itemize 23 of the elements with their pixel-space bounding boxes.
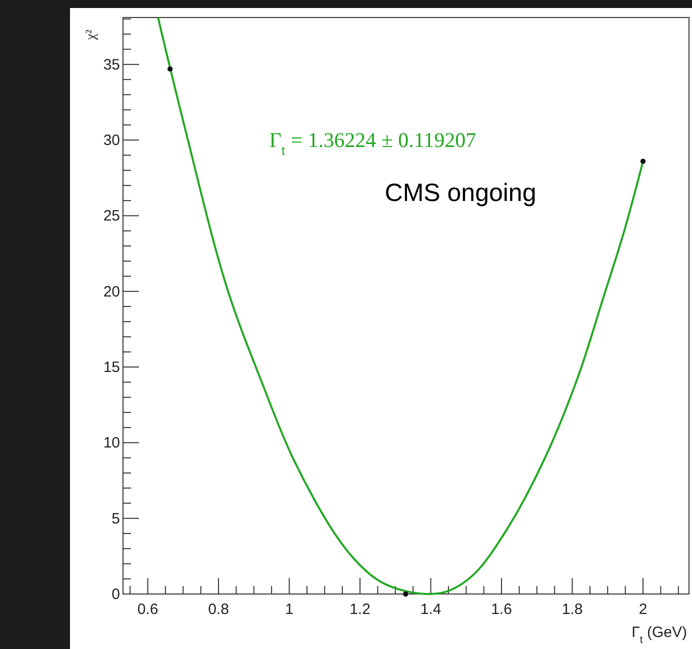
point <box>640 158 646 164</box>
y-tick-label: 5 <box>112 510 120 528</box>
x-tick-label: 1 <box>285 601 294 618</box>
x-tick-label: 1.2 <box>350 601 370 618</box>
y-tick-label: 35 <box>103 56 120 74</box>
x-tick-label: 1.6 <box>491 601 512 618</box>
y-axis-title: χ² <box>84 30 99 41</box>
x-tick-label: 1.4 <box>420 601 442 618</box>
y-tick-label: 25 <box>103 208 120 225</box>
x-tick-label: 0.8 <box>208 601 229 618</box>
x-tick-label: 0.6 <box>137 601 158 618</box>
annotation: CMS ongoing <box>384 179 536 208</box>
x-tick-label: 2 <box>638 601 648 618</box>
y-tick-label: 15 <box>103 359 120 376</box>
x-tick-label: 1.8 <box>562 601 583 618</box>
annotation: Γ$_{t}$ = 1.36224 ± 0.119207 <box>269 128 476 160</box>
point <box>167 66 173 72</box>
y-tick-label: 20 <box>103 283 120 300</box>
y-tick-label: 10 <box>103 434 120 452</box>
y-tick-label: 0 <box>112 586 120 603</box>
x-axis-title: Γ$_{t}$ (GeV) <box>632 624 687 646</box>
y-tick-label: 30 <box>103 132 120 150</box>
point <box>403 591 408 597</box>
